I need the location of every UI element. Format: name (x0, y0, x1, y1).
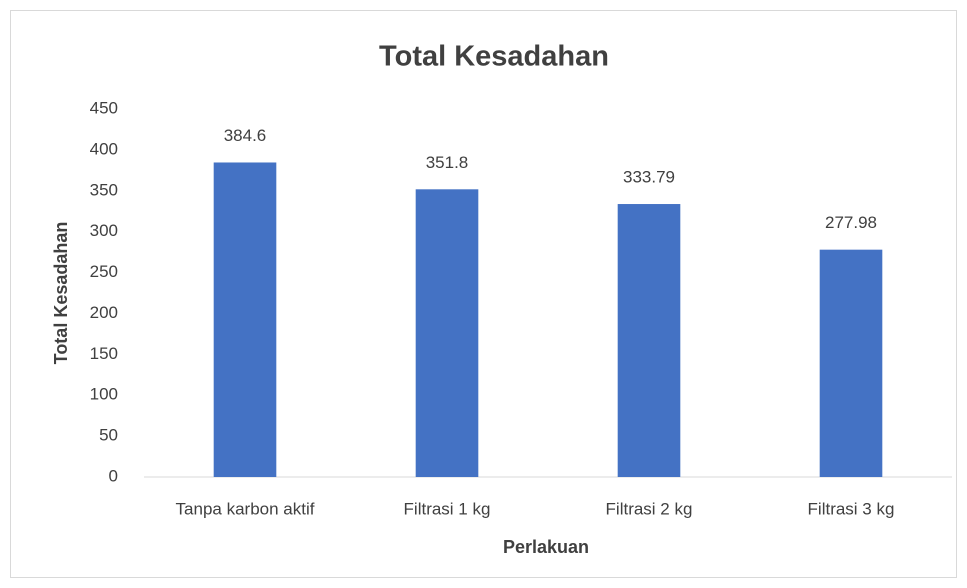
bar (213, 162, 277, 477)
y-tick-label: 250 (90, 262, 118, 281)
chart-border (10, 10, 957, 578)
y-tick-label: 450 (90, 98, 118, 117)
bar (819, 249, 883, 477)
chart-title: Total Kesadahan (379, 41, 609, 73)
x-tick-label: Tanpa karbon aktif (176, 499, 315, 518)
x-axis-title: Perlakuan (503, 537, 589, 557)
y-tick-label: 100 (90, 385, 118, 404)
y-tick-label: 350 (90, 180, 118, 199)
data-label: 384.6 (224, 126, 267, 145)
data-label: 277.98 (825, 213, 877, 232)
x-tick-label: Filtrasi 3 kg (808, 499, 895, 518)
data-label: 333.79 (623, 168, 675, 187)
y-axis-title: Total Kesadahan (51, 222, 71, 365)
x-tick-label: Filtrasi 2 kg (606, 499, 693, 518)
y-tick-label: 300 (90, 221, 118, 240)
y-tick-label: 150 (90, 344, 118, 363)
y-tick-label: 50 (99, 426, 118, 445)
data-label: 351.8 (426, 153, 469, 172)
y-tick-label: 200 (90, 303, 118, 322)
x-tick-label: Filtrasi 1 kg (404, 499, 491, 518)
bar (617, 204, 681, 478)
y-tick-label: 400 (90, 139, 118, 158)
y-tick-label: 0 (109, 466, 118, 485)
bar (415, 189, 479, 477)
